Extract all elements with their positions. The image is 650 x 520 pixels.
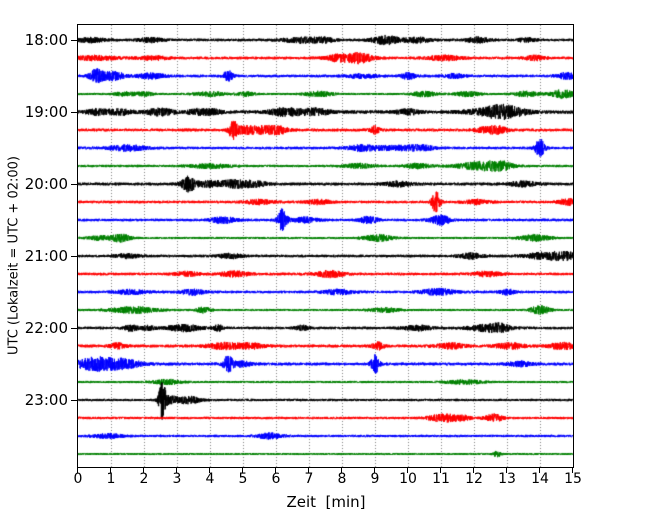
- x-tick-mark: [275, 467, 276, 473]
- x-tick-mark: [209, 467, 210, 473]
- x-tick-label: 13: [498, 471, 516, 487]
- x-tick-mark: [242, 467, 243, 473]
- x-tick-mark: [110, 467, 111, 473]
- x-tick-label: 8: [337, 471, 347, 487]
- y-tick-label: 18:00: [24, 31, 68, 49]
- y-tick-mark: [71, 328, 77, 329]
- x-tick-mark: [374, 467, 375, 473]
- plot-area: [77, 24, 574, 468]
- x-tick-mark: [440, 467, 441, 473]
- y-tick-mark: [71, 184, 77, 185]
- x-tick-label: 15: [564, 471, 582, 487]
- y-tick-mark: [71, 40, 77, 41]
- x-tick-label: 5: [238, 471, 248, 487]
- x-tick-mark: [539, 467, 540, 473]
- x-tick-label: 11: [432, 471, 450, 487]
- y-tick-label: 20:00: [24, 175, 68, 193]
- x-tick-label: 7: [304, 471, 314, 487]
- x-tick-label: 0: [73, 471, 83, 487]
- seismogram-canvas: [78, 25, 573, 467]
- x-tick-label: 12: [465, 471, 483, 487]
- x-tick-mark: [143, 467, 144, 473]
- x-tick-mark: [506, 467, 507, 473]
- x-tick-mark: [407, 467, 408, 473]
- y-tick-mark: [71, 400, 77, 401]
- x-tick-label: 14: [531, 471, 549, 487]
- y-tick-mark: [71, 112, 77, 113]
- y-tick-label: 22:00: [24, 319, 68, 337]
- x-tick-mark: [308, 467, 309, 473]
- y-tick-mark: [71, 256, 77, 257]
- x-tick-label: 3: [172, 471, 182, 487]
- x-tick-label: 4: [205, 471, 215, 487]
- x-tick-mark: [176, 467, 177, 473]
- x-tick-label: 1: [106, 471, 116, 487]
- y-tick-label: 21:00: [24, 247, 68, 265]
- x-tick-label: 9: [370, 471, 380, 487]
- x-tick-label: 2: [139, 471, 149, 487]
- x-tick-label: 10: [399, 471, 417, 487]
- y-tick-label: 19:00: [24, 103, 68, 121]
- x-tick-mark: [473, 467, 474, 473]
- x-tick-mark: [341, 467, 342, 473]
- x-tick-mark: [572, 467, 573, 473]
- y-tick-label: 23:00: [24, 391, 68, 409]
- x-axis-label: Zeit [min]: [286, 493, 366, 511]
- x-tick-label: 6: [271, 471, 281, 487]
- x-tick-mark: [77, 467, 78, 473]
